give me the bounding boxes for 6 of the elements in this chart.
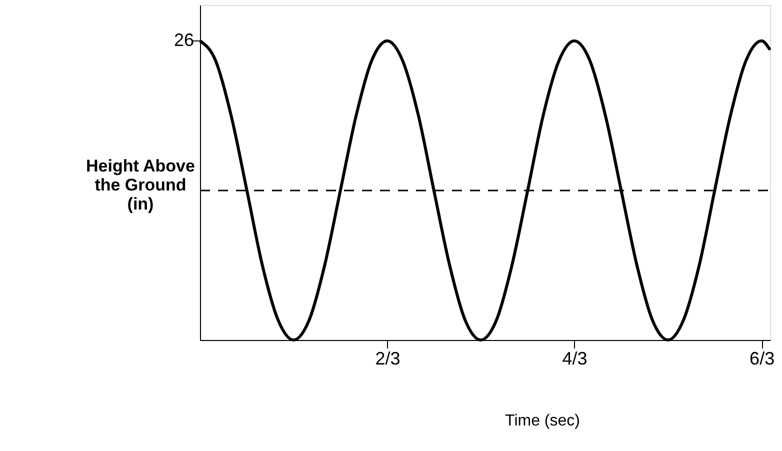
x-tick-label: 2/3 [375,348,400,368]
annotation: 26 [174,30,194,50]
x-tick-label: 4/3 [562,348,588,368]
x-tick-label: 6/3 [750,348,775,368]
y-axis-title: Height Above the Ground (in) [86,156,195,214]
x-axis-title: Time (sec) [505,412,580,430]
